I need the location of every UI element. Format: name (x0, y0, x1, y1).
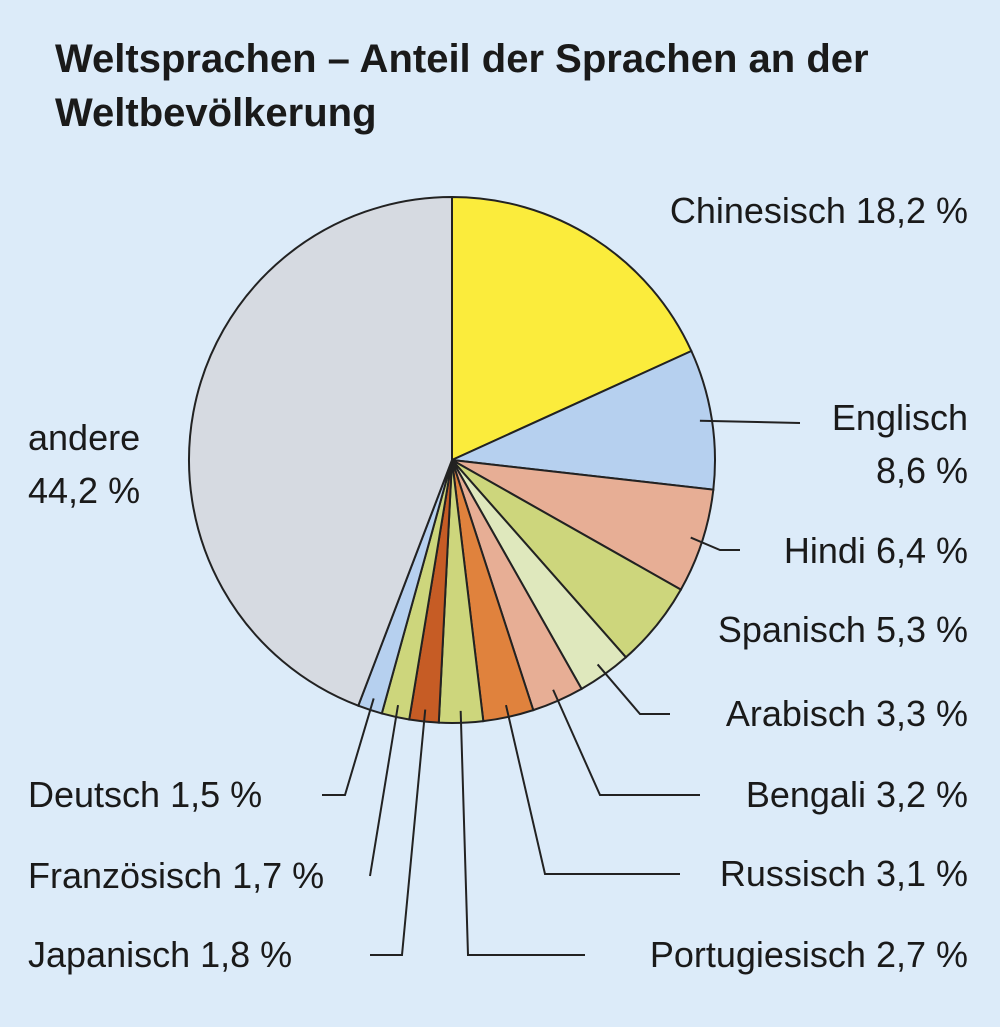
label-value: 2,7 % (876, 934, 968, 975)
slice-label: andere 44,2 % (28, 417, 140, 511)
label-value: 1,7 % (232, 855, 324, 896)
leader-line (552, 689, 700, 796)
label-name: Hindi (784, 530, 866, 571)
slice-label: Hindi 6,4 % (784, 530, 968, 571)
label-name: Portugiesisch (650, 934, 866, 975)
pie-slice (448, 349, 716, 491)
slice-label: Bengali 3,2 % (746, 774, 968, 815)
label-value: 1,5 % (170, 774, 262, 815)
label-name: Deutsch (28, 774, 160, 815)
leader-line (699, 419, 801, 424)
slice-label: Französisch 1,7 % (28, 855, 324, 896)
leader-line (322, 698, 375, 796)
label-value: 44,2 % (28, 470, 140, 511)
label-value: 6,4 % (876, 530, 968, 571)
label-name: Englisch (832, 397, 968, 438)
chart-title: Weltsprachen – Anteil der Sprachen an de… (55, 37, 869, 135)
slice-label: Arabisch 3,3 % (726, 693, 968, 734)
leader-line (459, 710, 585, 956)
leader-line (370, 709, 427, 956)
leader-line (690, 536, 740, 551)
pie-slice (451, 195, 693, 462)
label-value: 18,2 % (856, 190, 968, 231)
label-name: Spanisch (718, 609, 866, 650)
label-value: 8,6 % (876, 450, 968, 491)
label-value: 3,2 % (876, 774, 968, 815)
label-value: 3,1 % (876, 853, 968, 894)
leader-line (505, 704, 680, 875)
label-name: Französisch (28, 855, 222, 896)
label-name: andere (28, 417, 140, 458)
slice-label: Russisch 3,1 % (720, 853, 968, 894)
label-name: Japanisch (28, 934, 190, 975)
slice-label: Portugiesisch 2,7 % (650, 934, 968, 975)
slice-label: Chinesisch 18,2 % (670, 190, 968, 231)
label-name: Russisch (720, 853, 866, 894)
label-value: 3,3 % (876, 693, 968, 734)
label-value: 1,8 % (200, 934, 292, 975)
slice-label: Deutsch 1,5 % (28, 774, 262, 815)
slice-label: Englisch 8,6 % (832, 397, 968, 491)
pie-slice (188, 195, 453, 708)
leader-line (369, 704, 400, 877)
slice-label: Spanisch 5,3 % (718, 609, 968, 650)
leader-line (596, 663, 670, 715)
label-value: 5,3 % (876, 609, 968, 650)
label-name: Arabisch (726, 693, 866, 734)
label-name: Bengali (746, 774, 866, 815)
slice-label: Japanisch 1,8 % (28, 934, 292, 975)
label-name: Chinesisch (670, 190, 846, 231)
